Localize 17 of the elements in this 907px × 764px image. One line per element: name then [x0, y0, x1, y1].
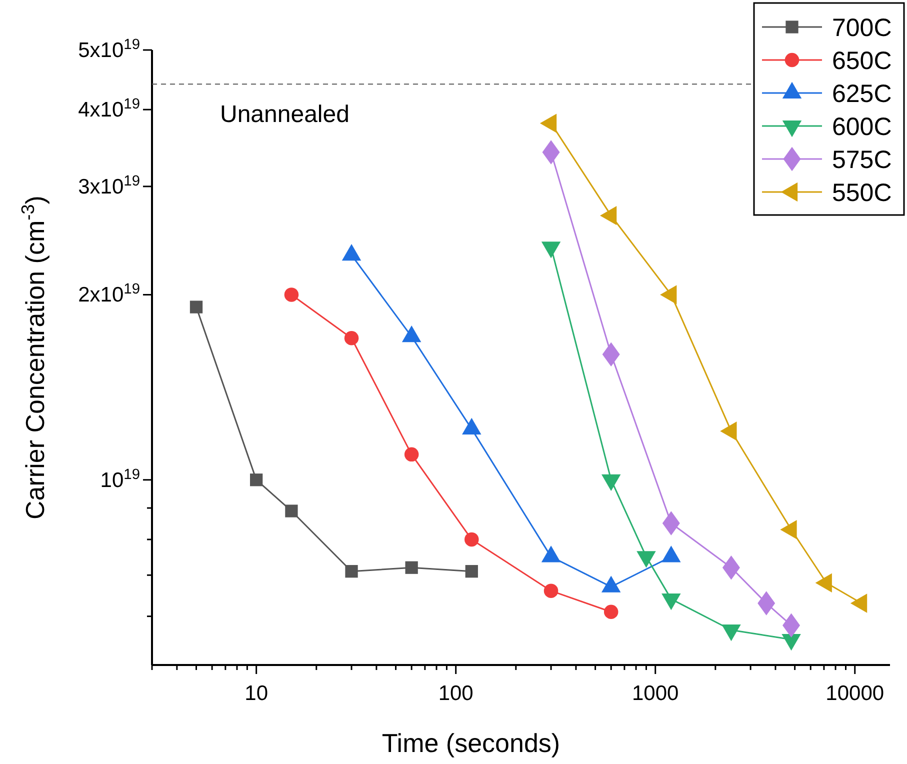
- x-tick-label: 1000: [632, 682, 679, 705]
- legend-label: 600C: [832, 113, 892, 141]
- legend-label: 625C: [832, 80, 892, 108]
- x-tick-label: 100: [438, 682, 474, 705]
- y-tick-label: 4x10$^{19}$: [78, 96, 140, 122]
- ref-line-label: Unannealed: [220, 101, 350, 128]
- y-tick-label: 2x10$^{19}$: [78, 282, 140, 307]
- legend-label: 550C: [832, 179, 892, 207]
- x-tick-label: 10000: [826, 682, 884, 705]
- x-axis-title: Time (seconds): [382, 728, 560, 758]
- legend-label: 650C: [832, 47, 892, 75]
- x-tick-label: 10: [244, 682, 268, 705]
- y-tick-label: 5x10$^{19}$: [78, 37, 140, 62]
- y-tick-label: 10$^{19}$: [100, 466, 140, 492]
- y-tick-label: 3x10$^{19}$: [78, 173, 140, 198]
- legend-label: 575C: [832, 146, 892, 174]
- legend-label: 700C: [832, 14, 892, 42]
